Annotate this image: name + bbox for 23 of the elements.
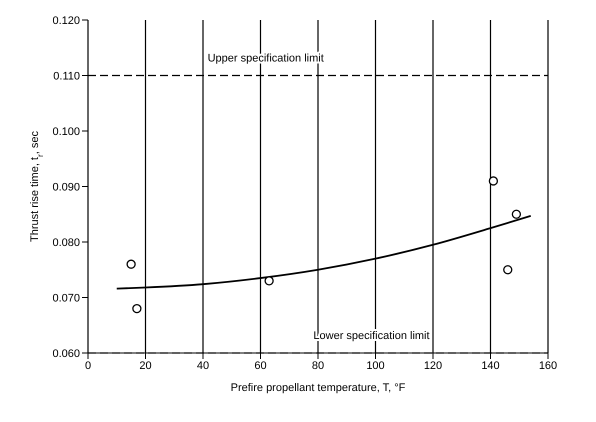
point — [264, 276, 274, 286]
x-axis-title: Prefire propellant temperature, T, °F — [230, 382, 406, 394]
x-tick-label: 20 — [139, 360, 152, 372]
y-tick-label: 0.070 — [52, 292, 80, 304]
y-tick-label: 0.100 — [52, 126, 80, 138]
y-tick-label: 0.060 — [52, 348, 80, 360]
point — [503, 265, 512, 274]
point — [488, 176, 498, 186]
point — [132, 304, 142, 314]
x-tick-label: 0 — [84, 360, 92, 372]
y-tick-label: 0.120 — [52, 14, 80, 27]
x-tick-label: 80 — [312, 360, 324, 372]
x-tick-label: 60 — [254, 360, 267, 372]
x-tick-label: 120 — [424, 360, 442, 372]
x-tick-label: 160 — [538, 360, 558, 372]
x-tick-label: 140 — [481, 360, 500, 372]
y-tick-label: 0.080 — [52, 236, 80, 249]
x-tick-label: 100 — [366, 360, 385, 372]
x-tick-label: 40 — [196, 360, 210, 372]
y-tick-label: 0.110 — [53, 70, 80, 82]
y-tick-label: 0.090 — [52, 181, 80, 194]
point — [512, 210, 522, 219]
point — [126, 260, 136, 269]
